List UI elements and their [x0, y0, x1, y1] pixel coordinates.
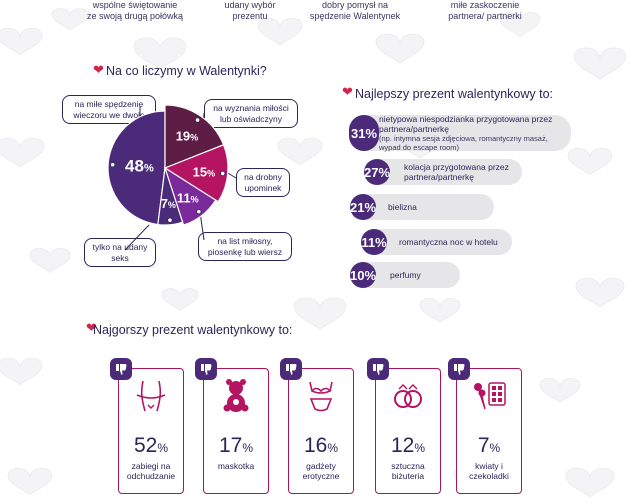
pie-connector-dot [196, 209, 202, 215]
best-gift-row-0: 31% nietypowa niespodzianka przygotowana… [349, 114, 571, 152]
bg-heart [161, 288, 199, 311]
pie-label-3: na list miłosny, piosenkę lub wiersz [198, 232, 292, 261]
lingerie-icon [309, 381, 333, 412]
top-caption-4: miłe zaskoczenie partnera/ partnerki [448, 0, 522, 21]
bg-heart [573, 47, 627, 81]
pie-value-0: 48% [125, 156, 154, 175]
best-gift-value-0: 31% [349, 115, 379, 151]
pie-value-2: 15% [193, 165, 215, 180]
worst-gift-number: 12 [390, 434, 415, 457]
thumbs-down-icon [110, 358, 132, 380]
bg-heart [499, 12, 541, 38]
worst-gift-number: 52 [133, 434, 158, 457]
best-gift-row-3: 11% romantyczna noc w hotelu [361, 229, 512, 255]
pie-slice-4 [157, 167, 184, 226]
pie-connector-dot [110, 162, 116, 168]
pie-label-4: tylko na udany seks [84, 238, 156, 267]
best-gift-value-4: 10% [350, 262, 376, 288]
bg-heart [133, 37, 187, 71]
best-gift-title: Najlepszy prezent walentynkowy to: [355, 87, 554, 101]
best-gift-note-0: (np. intymna sesja zdjęciowa, romantyczn… [379, 134, 548, 152]
best-gift-label-0: nietypowa niespodzianka przygotowana prz… [379, 114, 567, 152]
flowers-chocolate-icon [474, 382, 506, 410]
worst-gift-value: 17% [218, 434, 254, 457]
bg-heart [7, 467, 53, 496]
worst-gift-card: 16% gadżety erotyczne [280, 358, 354, 494]
best-gift-row-1: 27% kolacja przygotowana przez partnera/… [364, 159, 522, 185]
best-gift-value-3: 11% [361, 229, 387, 255]
best-gift-value-2: 21% [350, 194, 376, 220]
worst-gift-card: 17% maskotka [195, 358, 269, 494]
best-gift-row-4: 10% perfumy [350, 262, 460, 288]
best-gift-label-3: romantyczna noc w hotelu [399, 237, 498, 247]
worst-gift-card: 52% zabiegi na odchudzanie [110, 358, 184, 494]
rings-icon [394, 384, 422, 408]
pie-title: Na co liczymy w Walentynki? [106, 64, 267, 78]
waist-measure-icon [136, 380, 166, 412]
thumbs-down-icon [367, 358, 389, 380]
heart-icon: ❤ [342, 84, 353, 99]
worst-gift-value: 16% [303, 434, 339, 457]
best-gift-label-2: bielizna [388, 202, 417, 212]
bg-heart [567, 147, 613, 176]
worst-gift-card: 12% sztuczna biżuteria [367, 358, 441, 494]
top-caption-2: udany wybór prezentu [224, 0, 276, 21]
pie-connector-dot [194, 117, 201, 123]
top-caption-1: wspólne świętowanie ze swoją drugą połówk… [86, 0, 184, 21]
pie-label-0: na miłe spędzenie wieczoru we dwoje [62, 95, 156, 124]
pie-label-1: na wyznania miłości lub oświadczyny [204, 99, 298, 128]
bg-heart [51, 8, 89, 31]
worst-gift-label: sztuczna biżuteria [391, 461, 425, 481]
pie-value-4: 7% [161, 196, 176, 211]
thumbs-down-icon [280, 358, 302, 380]
heart-icon: ❤ [93, 62, 104, 77]
bg-heart [419, 298, 461, 324]
worst-gift-value: 7% [477, 434, 501, 457]
worst-gift-label: gadżety erotyczne [302, 461, 340, 481]
worst-gift-number: 17 [218, 434, 243, 457]
heart-icon: ❤ [86, 320, 97, 335]
pie-slice-0 [107, 110, 166, 226]
bg-heart [565, 467, 615, 498]
bg-heart [0, 357, 43, 386]
worst-gift-value: 52% [133, 434, 169, 457]
bg-heart [0, 27, 43, 56]
top-caption-3: dobry pomysł na spędzenie Walentynek [309, 0, 401, 21]
pie-connector-dot [167, 217, 173, 223]
bg-heart [293, 297, 347, 331]
bg-heart [375, 33, 425, 64]
worst-gift-value: 12% [390, 434, 426, 457]
pie-value-1: 19% [176, 129, 198, 144]
thumbs-down-icon [448, 358, 470, 380]
bg-heart [29, 248, 71, 274]
bg-heart [277, 137, 323, 166]
pie-slice-1 [164, 104, 225, 169]
pie-slice-3 [163, 166, 217, 226]
pie-connector-line [124, 224, 150, 251]
best-gift-label-4: perfumy [390, 270, 421, 280]
worst-gift-number: 7 [477, 434, 490, 457]
pie-slice-2 [163, 144, 229, 203]
worst-gift-number: 16 [303, 434, 328, 457]
bg-heart [575, 277, 625, 308]
best-gift-value-1: 27% [364, 159, 390, 185]
teddy-bear-icon [223, 379, 249, 412]
worst-gift-label: kwiaty i czekoladki [469, 461, 509, 481]
bg-heart [539, 378, 581, 404]
best-gift-label-1: kolacja przygotowana przez partnera/part… [404, 162, 509, 182]
bg-heart [257, 17, 303, 46]
thumbs-down-icon [195, 358, 217, 380]
pie-value-3: 11% [177, 190, 199, 205]
pie-label-2: na drobny upominek [236, 168, 290, 197]
best-gift-row-2: 21% bielizna [350, 194, 494, 220]
worst-gift-card: 7% kwiaty i czekoladki [448, 358, 522, 494]
worst-gift-title: Najgorszy prezent walentynkowy to: [93, 323, 293, 337]
worst-gift-label: zabiegi na odchudzanie [126, 461, 176, 481]
pie-connector-dot [220, 170, 226, 177]
bg-heart [0, 137, 45, 168]
worst-gift-label: maskotka [217, 461, 255, 471]
